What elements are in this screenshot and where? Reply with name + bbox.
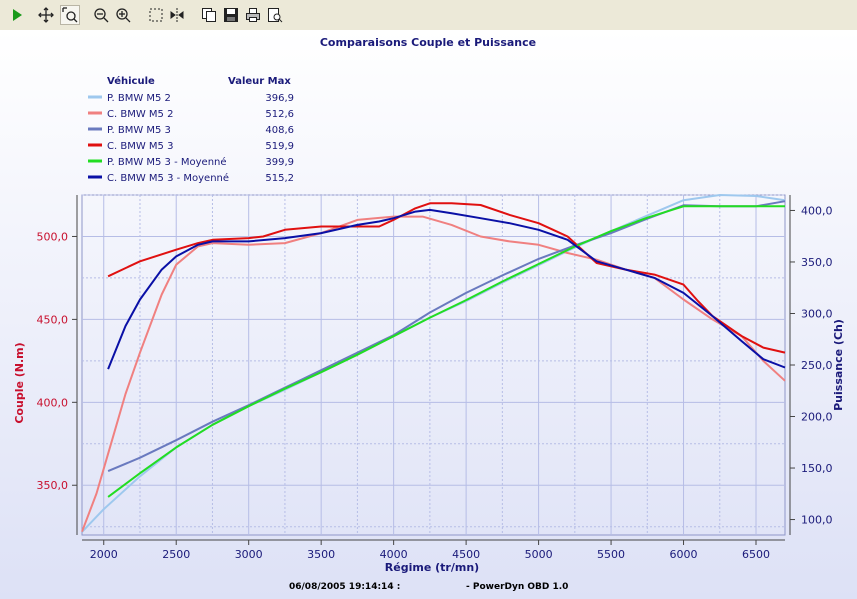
x-tick-label: 6000 [670, 548, 698, 561]
zoom-out-icon[interactable] [92, 6, 110, 24]
series-line-2 [81, 215, 786, 533]
x-tick-label: 5000 [525, 548, 553, 561]
legend-series-max: 515,2 [265, 173, 294, 184]
legend-series-max: 512,6 [265, 109, 294, 120]
legend-series-name: C. BMW M5 3 [107, 141, 173, 152]
y-right-tick-label: 350,0 [801, 256, 833, 269]
zoom-select-icon[interactable] [60, 5, 80, 25]
legend-series-name: P. BMW M5 2 [107, 93, 171, 104]
select-box-icon[interactable] [147, 6, 165, 24]
chart-title: Comparaisons Couple et Puissance [320, 36, 536, 49]
grid [81, 194, 786, 536]
footer-timestamp: 06/08/2005 19:14:14 : [289, 582, 400, 592]
x-tick-label: 4000 [380, 548, 408, 561]
x-tick-label: 3500 [307, 548, 335, 561]
legend-series-max: 408,6 [265, 125, 294, 136]
y-left-tick-label: 500,0 [37, 230, 69, 243]
y-right-tick-label: 150,0 [801, 462, 833, 475]
plot-frame [81, 194, 786, 536]
series-lines [81, 194, 786, 533]
axes: 2000 2500 3000 3500 4000 4500 5000 5500 6000 6500… [37, 195, 833, 561]
print-icon[interactable] [244, 6, 262, 24]
zoom-in-icon[interactable] [114, 6, 132, 24]
y-right-tick-label: 400,0 [801, 204, 833, 217]
legend-series-max: 519,9 [265, 141, 294, 152]
copy-icon[interactable] [200, 6, 218, 24]
x-tick-label: 2000 [90, 548, 118, 561]
legend-header-max: Valeur Max [228, 76, 291, 87]
series-line-5 [107, 205, 785, 498]
series-line-6 [107, 208, 786, 370]
print-preview-icon[interactable] [266, 6, 284, 24]
save-icon[interactable] [222, 6, 240, 24]
y-left-tick-label: 350,0 [37, 479, 69, 492]
legend-series-max: 396,9 [265, 93, 294, 104]
footer-app: - PowerDyn OBD 1.0 [466, 582, 568, 592]
toolbar [0, 0, 857, 31]
legend-series-name: P. BMW M5 3 - Moyenné [107, 156, 227, 168]
y-left-axis-label: Couple (N.m) [13, 342, 26, 423]
series-line-4 [107, 202, 786, 354]
legend-series-name: C. BMW M5 2 [107, 109, 173, 120]
x-axis-label: Régime (tr/mn) [385, 561, 479, 574]
y-right-tick-label: 100,0 [801, 514, 833, 527]
legend-series-name: C. BMW M5 3 - Moyenné [107, 172, 229, 184]
y-right-tick-label: 250,0 [801, 359, 833, 372]
legend-series-name: P. BMW M5 3 [107, 125, 171, 136]
y-right-tick-label: 300,0 [801, 307, 833, 320]
legend-series-max: 399,9 [265, 157, 294, 168]
x-tick-label: 3000 [235, 548, 263, 561]
y-right-axis-label: Puissance (Ch) [832, 319, 845, 411]
y-right-tick-label: 200,0 [801, 411, 833, 424]
y-left-tick-label: 450,0 [37, 313, 69, 326]
chart-area: Comparaisons Couple et Puissance Véhicul… [0, 30, 857, 599]
move-icon[interactable] [37, 6, 55, 24]
x-tick-label: 5500 [597, 548, 625, 561]
y-left-tick-label: 400,0 [37, 396, 69, 409]
x-tick-label: 6500 [742, 548, 770, 561]
x-tick-label: 2500 [162, 548, 190, 561]
legend: Véhicule Valeur Max P. BMW M5 2 396,9 C. B… [88, 75, 294, 184]
cursor-marker-icon[interactable] [168, 6, 186, 24]
legend-header-vehicle: Véhicule [107, 75, 155, 87]
play-icon[interactable] [8, 6, 26, 24]
x-tick-label: 4500 [452, 548, 480, 561]
